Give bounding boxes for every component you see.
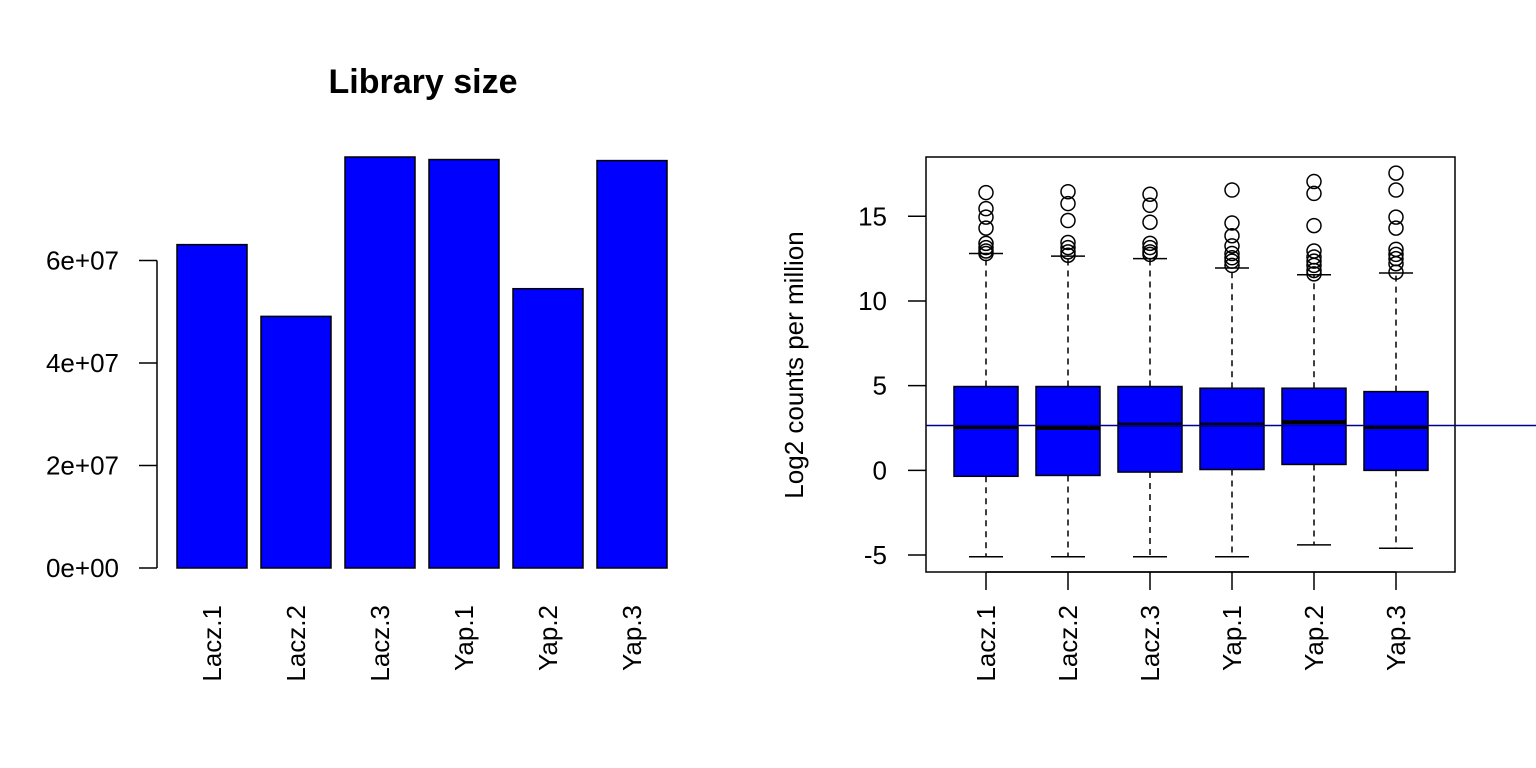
bar <box>260 315 332 569</box>
y-tick-label: 4e+07 <box>46 348 119 378</box>
iqr-box <box>953 385 1019 478</box>
outlier-point <box>1388 182 1404 198</box>
x-tick-label: Lacz.2 <box>281 605 311 682</box>
library-size-bar-chart: Library size 0e+00 2e+07 4e+07 6e+07 Lacz.1… <box>46 63 668 682</box>
y-tick-label: 6e+07 <box>46 246 119 276</box>
y-tick-label: 5 <box>873 371 887 401</box>
outlier-point <box>1142 239 1158 256</box>
iqr-box <box>1035 385 1101 477</box>
outlier-point <box>1142 214 1158 230</box>
x-tick-label: Lacz.3 <box>1135 605 1165 682</box>
boxes <box>953 165 1429 558</box>
outlier-point <box>978 200 994 217</box>
outlier-point <box>1306 249 1322 265</box>
outlier-point <box>1060 247 1076 263</box>
outlier-point <box>1060 239 1076 256</box>
outlier-point <box>978 235 994 252</box>
y-tick-label: 10 <box>858 286 887 316</box>
x-tick-label: Yap.3 <box>1381 605 1411 671</box>
outlier-point <box>1306 173 1322 190</box>
bar <box>428 158 500 569</box>
y-tick-label: 15 <box>858 201 887 231</box>
outlier-point <box>978 184 994 201</box>
outlier-point <box>1142 235 1158 252</box>
outlier-point <box>1224 182 1240 198</box>
outlier-point <box>1142 186 1158 203</box>
outlier-point <box>1060 195 1076 212</box>
outlier-point <box>1224 250 1240 266</box>
bar <box>344 156 416 569</box>
iqr-box <box>1199 387 1265 471</box>
outlier-point <box>1306 266 1322 282</box>
outlier-point <box>1224 228 1240 244</box>
outlier-point <box>978 239 994 256</box>
iqr-box <box>1117 385 1183 473</box>
x-tick-label: Lacz.3 <box>365 605 395 682</box>
x-axis: Lacz.1 Lacz.2 Lacz.3 Yap.1 Yap.2 Yap.3 <box>971 571 1411 682</box>
y-axis-label: Log2 counts per million <box>779 231 809 498</box>
box-lacz-3 <box>1117 186 1183 558</box>
bars <box>176 156 668 569</box>
outlier-point <box>1306 243 1322 259</box>
outlier-point <box>1388 246 1404 263</box>
bar <box>596 159 668 569</box>
outlier-point <box>1060 212 1076 229</box>
outlier-point <box>1306 217 1322 234</box>
chart-title: Library size <box>329 63 518 101</box>
box-yap-3 <box>1363 165 1429 550</box>
outlier-point <box>978 209 994 225</box>
x-tick-label: Yap.2 <box>533 605 563 671</box>
outlier-point <box>1060 234 1076 251</box>
outlier-point <box>1060 183 1076 200</box>
bar <box>176 243 248 569</box>
x-tick-label: Lacz.1 <box>971 605 1001 682</box>
outlier-point <box>1388 241 1404 258</box>
outlier-point <box>1306 185 1322 202</box>
y-tick-label: 0e+00 <box>46 553 119 583</box>
outlier-point <box>1224 257 1240 274</box>
plot-frame <box>925 156 1456 573</box>
x-tick-label: Lacz.2 <box>1053 605 1083 682</box>
iqr-box <box>1363 390 1429 472</box>
outlier-point <box>1388 165 1404 181</box>
x-tick-label: Yap.3 <box>617 605 647 671</box>
outlier-point <box>978 220 994 236</box>
y-tick-label: -5 <box>864 540 887 570</box>
bar <box>512 287 584 569</box>
box-lacz-2 <box>1035 183 1101 558</box>
x-tick-label: Yap.1 <box>1217 605 1247 671</box>
y-tick-label: 0 <box>873 455 887 485</box>
outlier-point <box>1388 250 1404 267</box>
outlier-point <box>1060 244 1076 260</box>
y-axis: 0e+00 2e+07 4e+07 6e+07 <box>46 246 158 583</box>
box-yap-2 <box>1281 173 1347 546</box>
outlier-point <box>1224 245 1240 262</box>
x-tick-label: Lacz.1 <box>197 605 227 682</box>
outlier-point <box>1306 253 1322 269</box>
outlier-point <box>1224 238 1240 254</box>
x-tick-label: Yap.1 <box>449 605 479 671</box>
outlier-point <box>1142 244 1158 260</box>
y-axis: -5 0 5 10 15 <box>858 201 926 570</box>
outlier-point <box>978 243 994 259</box>
box-lacz-1 <box>953 184 1019 558</box>
box-yap-1 <box>1199 182 1265 558</box>
x-tick-label: Yap.2 <box>1299 605 1329 671</box>
y-tick-label: 2e+07 <box>46 451 119 481</box>
outlier-point <box>1142 197 1158 214</box>
outlier-point <box>1388 209 1404 225</box>
iqr-box <box>1281 387 1347 466</box>
outlier-point <box>1224 253 1240 269</box>
x-axis-labels: Lacz.1 Lacz.2 Lacz.3 Yap.1 Yap.2 Yap.3 <box>197 605 647 682</box>
outlier-point <box>1224 215 1240 231</box>
outlier-point <box>1388 220 1404 236</box>
